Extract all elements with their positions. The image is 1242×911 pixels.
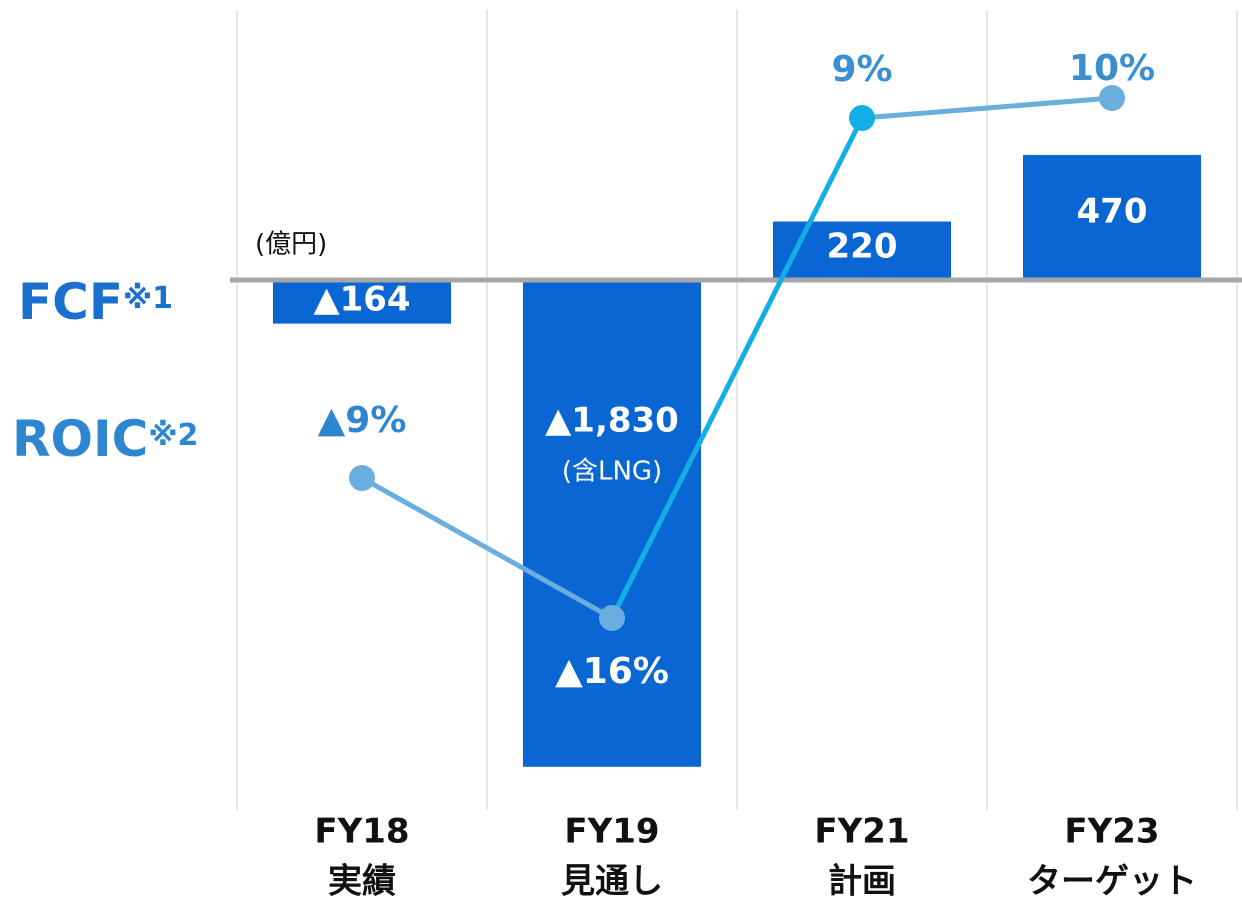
x-tick-label: 計画 <box>828 862 896 902</box>
series-name: FCF <box>18 273 123 331</box>
x-tick-label: FY23 <box>1064 812 1159 852</box>
bar <box>273 280 451 324</box>
annotation: (含LNG) <box>562 457 662 487</box>
x-tick-label: FY19 <box>564 812 659 852</box>
roic-label: ROIC※2 <box>12 410 198 468</box>
bar <box>1023 154 1201 280</box>
line-segment <box>360 475 614 621</box>
line-value-label: 9% <box>831 49 892 90</box>
x-tick-label: FY18 <box>314 812 409 852</box>
x-tick-label: FY21 <box>814 812 909 852</box>
bar <box>523 280 701 767</box>
line-segment <box>861 95 1113 121</box>
line-marker <box>849 105 875 131</box>
x-tick-label: ターゲット <box>1027 862 1197 902</box>
bar-value-label: 220 <box>827 227 898 267</box>
unit-label: (億円) <box>255 230 327 260</box>
line-marker <box>599 605 625 631</box>
series-note: ※2 <box>148 418 198 453</box>
x-tick-label: 実績 <box>328 862 396 902</box>
bar-value-label: ▲164 <box>313 280 410 320</box>
bar-value-label: 470 <box>1077 192 1148 232</box>
x-tick-label: 見通し <box>561 862 663 902</box>
fcf-label: FCF※1 <box>18 273 173 331</box>
series-name: ROIC <box>12 410 148 468</box>
line-value-label: 10% <box>1069 48 1155 89</box>
line-segment <box>609 116 865 620</box>
line-marker <box>349 465 375 491</box>
bar-value-label: ▲1,830 <box>545 401 679 441</box>
line-marker <box>1099 85 1125 111</box>
series-note: ※1 <box>123 281 173 316</box>
line-value-label: ▲16% <box>555 651 669 692</box>
line-value-label: ▲9% <box>318 400 407 441</box>
